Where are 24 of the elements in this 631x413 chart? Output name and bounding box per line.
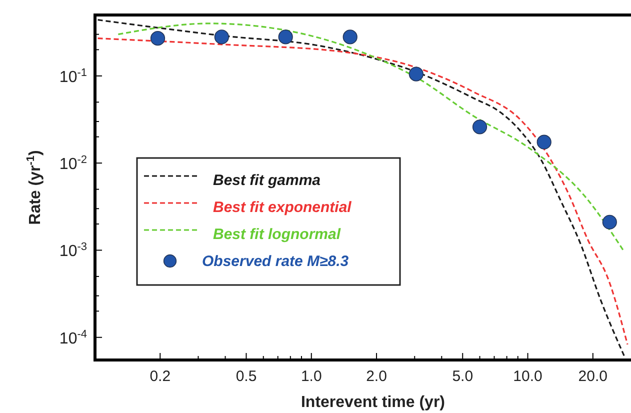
y-tick-label: 10$^{-3}$ xyxy=(59,241,87,260)
point xyxy=(408,66,424,82)
legend-label: Best fit exponential xyxy=(213,199,352,216)
point xyxy=(150,31,166,46)
y-tick-label: 10$^{-4}$ xyxy=(59,328,87,348)
point xyxy=(214,30,229,44)
x-tick-label: 20.0 xyxy=(578,368,608,385)
point xyxy=(472,120,488,134)
x-tick-label: 0.5 xyxy=(236,368,257,385)
x-tick-label: 0.2 xyxy=(150,368,171,385)
point xyxy=(536,134,552,150)
x-tick-label: 10.0 xyxy=(513,368,542,385)
point xyxy=(602,214,617,230)
y-tick-label: 10$^{-2}$ xyxy=(59,154,87,174)
point xyxy=(342,30,358,44)
x-tick-label: 1.0 xyxy=(300,368,322,385)
legend-label: Observed rate M≥8.3 xyxy=(202,253,350,270)
point xyxy=(278,30,293,44)
x-axis-title: Interevent time (yr) xyxy=(300,394,446,411)
x-tick-label: 5.0 xyxy=(452,368,474,385)
y-tick-label: 10$^{-1}$ xyxy=(59,66,87,86)
legend-label: Best fit gamma xyxy=(213,172,321,189)
x-tick-label: 2.0 xyxy=(366,368,387,385)
legend-label: Best fit lognormal xyxy=(213,226,342,243)
